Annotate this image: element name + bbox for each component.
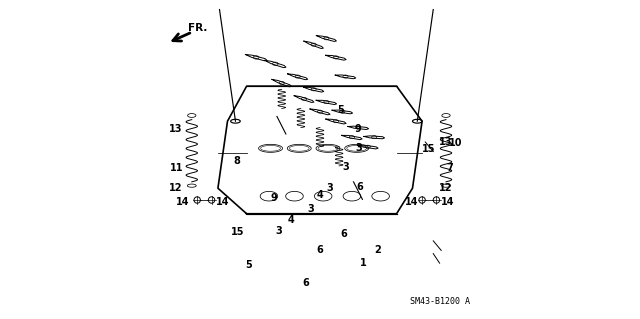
Text: 10: 10 [449, 138, 463, 148]
Text: 14: 14 [176, 197, 189, 207]
Text: 13: 13 [169, 124, 182, 134]
Text: 5: 5 [245, 260, 252, 270]
Text: 12: 12 [439, 182, 452, 193]
Text: 14: 14 [216, 197, 230, 207]
Text: 12: 12 [169, 182, 182, 193]
Text: 9: 9 [355, 124, 361, 134]
Text: 11: 11 [170, 163, 184, 174]
Text: 15: 15 [230, 227, 244, 237]
Text: 5: 5 [337, 105, 344, 115]
Text: 7: 7 [446, 163, 452, 174]
Text: 6: 6 [317, 245, 324, 256]
Text: FR.: FR. [188, 23, 207, 33]
Text: 9: 9 [271, 193, 277, 204]
Text: 15: 15 [422, 144, 435, 154]
Text: 6: 6 [356, 182, 364, 192]
Text: 3: 3 [307, 204, 314, 214]
Text: 3: 3 [342, 162, 349, 173]
Text: SM43-B1200 A: SM43-B1200 A [410, 297, 470, 306]
Text: 2: 2 [374, 245, 381, 256]
Text: 4: 4 [288, 215, 295, 225]
Text: 3: 3 [275, 226, 282, 236]
Text: 6: 6 [340, 229, 348, 240]
Text: 14: 14 [440, 197, 454, 207]
Text: 13: 13 [439, 137, 452, 147]
Polygon shape [218, 86, 422, 214]
Text: 3: 3 [355, 143, 362, 153]
Text: 1: 1 [360, 258, 367, 268]
Text: 14: 14 [404, 197, 419, 207]
Text: 4: 4 [317, 189, 324, 200]
Text: 8: 8 [233, 156, 240, 166]
Text: 6: 6 [303, 278, 309, 288]
Text: 3: 3 [326, 183, 333, 193]
